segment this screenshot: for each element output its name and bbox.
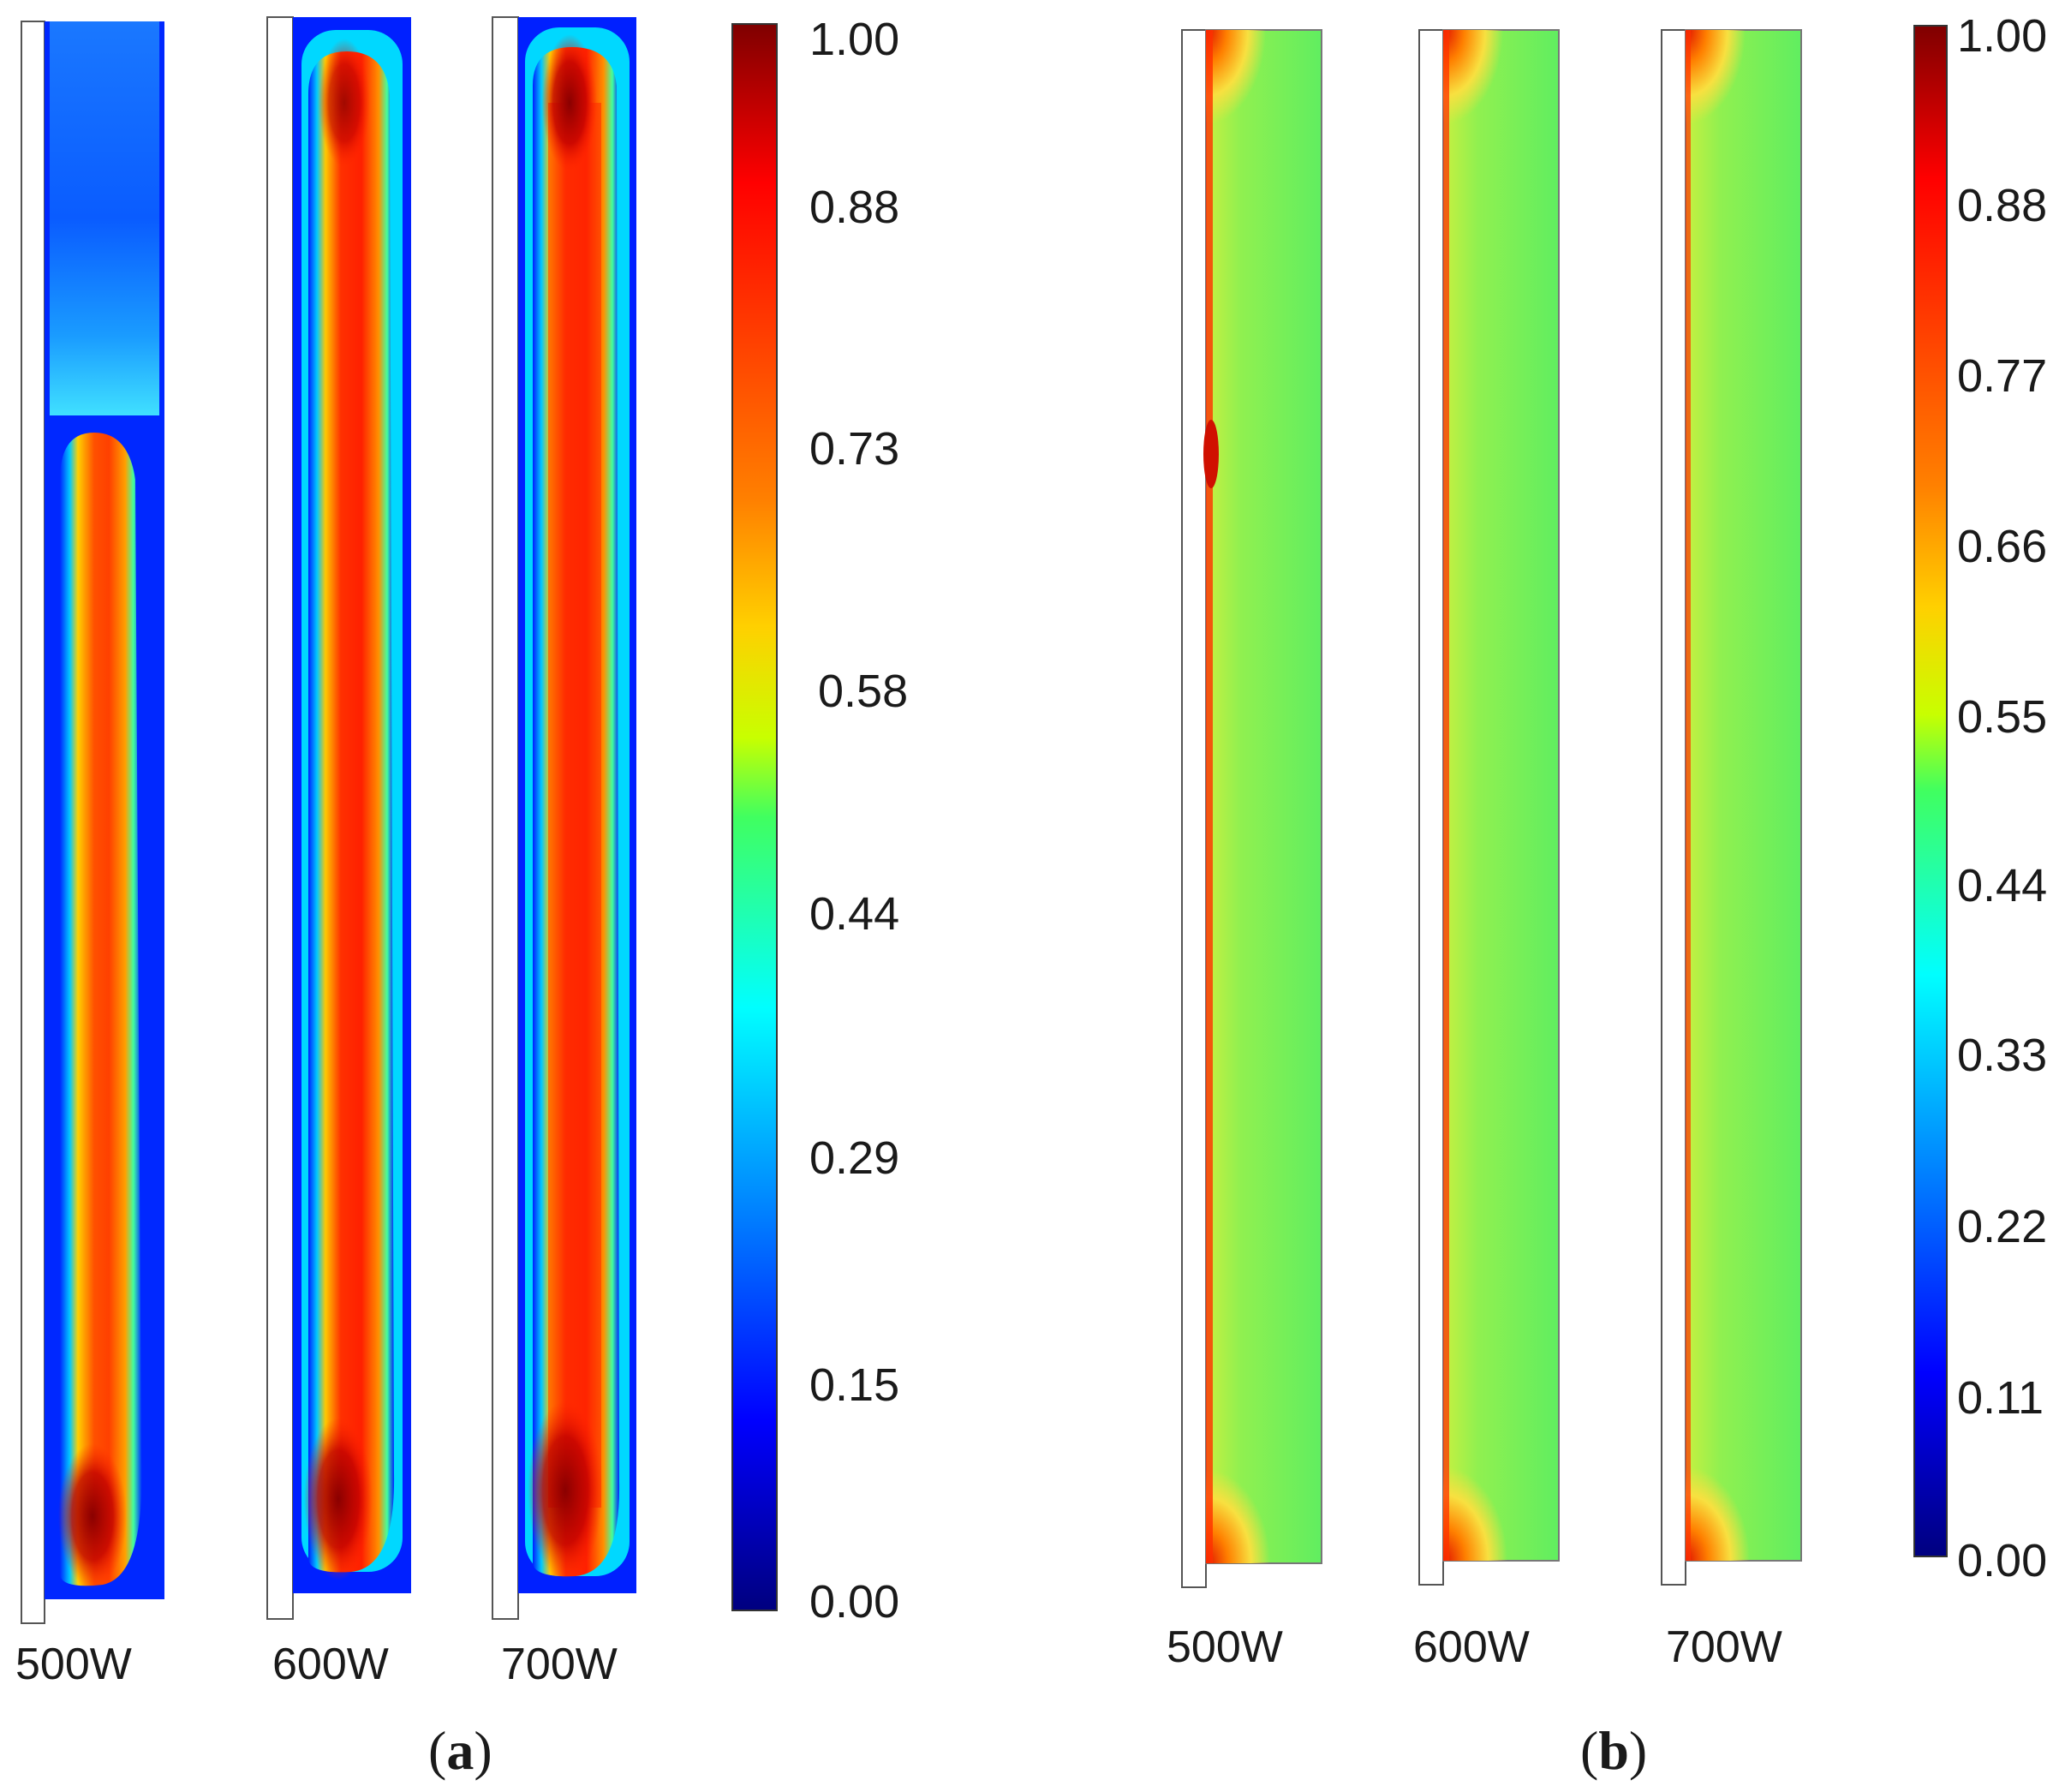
colorbar-tick: 0.33 bbox=[1957, 1030, 2047, 1081]
panel-a-field-600w bbox=[266, 16, 411, 1620]
panel-a-column-label: 500W bbox=[15, 1640, 132, 1689]
colorbar-tick: 0.88 bbox=[1957, 180, 2047, 231]
colorbar-tick: 0.73 bbox=[809, 423, 899, 475]
colorbar-tick: 1.00 bbox=[1957, 10, 2047, 62]
colorbar-tick: 0.66 bbox=[1957, 521, 2047, 572]
colorbar-tick: 0.44 bbox=[809, 888, 899, 940]
heater-wall bbox=[1181, 29, 1207, 1588]
colorbar-tick: 0.11 bbox=[1957, 1372, 2044, 1424]
panel-a-field-500w bbox=[21, 21, 164, 1624]
colorbar-tick: 0.58 bbox=[818, 666, 908, 717]
panel-a-column-label: 600W bbox=[272, 1640, 389, 1689]
colorbar-tick: 0.00 bbox=[809, 1576, 899, 1628]
panel-b: 1.00 0.88 0.77 0.66 0.55 0.44 0.33 0.22 … bbox=[1167, 10, 2047, 1781]
colorbar-tick: 0.00 bbox=[1957, 1535, 2047, 1586]
panel-b-label: (b) bbox=[1580, 1720, 1647, 1781]
panel-b-column-label: 600W bbox=[1413, 1622, 1530, 1672]
panel-a-colorbar: 1.00 0.88 0.73 0.58 0.44 0.29 0.15 0.00 bbox=[731, 14, 908, 1628]
heater-wall bbox=[492, 16, 519, 1620]
panel-b-field-700w bbox=[1661, 29, 1802, 1586]
panel-b-column-label: 500W bbox=[1167, 1622, 1283, 1672]
colorbar-tick: 0.15 bbox=[809, 1359, 899, 1411]
panel-b-field-600w bbox=[1418, 29, 1560, 1586]
colorbar-tick: 0.29 bbox=[809, 1132, 899, 1184]
heater-wall bbox=[1661, 29, 1686, 1586]
colorbar-tick: 1.00 bbox=[809, 14, 899, 65]
panel-a-column-label: 700W bbox=[501, 1640, 618, 1689]
panel-b-colorbar: 1.00 0.88 0.77 0.66 0.55 0.44 0.33 0.22 … bbox=[1913, 10, 2047, 1586]
colorbar-tick: 0.55 bbox=[1957, 691, 2047, 743]
panel-a-label: (a) bbox=[428, 1720, 492, 1781]
colorbar-tick: 0.22 bbox=[1957, 1201, 2047, 1252]
panel-a: 1.00 0.88 0.73 0.58 0.44 0.29 0.15 0.00 … bbox=[15, 14, 908, 1781]
panel-b-field-500w bbox=[1181, 29, 1322, 1588]
panel-b-colorbar-ticks: 1.00 0.88 0.77 0.66 0.55 0.44 0.33 0.22 … bbox=[1957, 10, 2047, 1586]
heater-wall bbox=[266, 16, 294, 1620]
panel-b-column-label: 700W bbox=[1666, 1622, 1782, 1672]
panel-a-field-700w bbox=[492, 16, 636, 1620]
heater-wall bbox=[1418, 29, 1444, 1586]
colorbar-tick: 0.88 bbox=[809, 182, 899, 233]
colorbar-tick: 0.44 bbox=[1957, 860, 2047, 911]
panel-a-colorbar-ticks: 1.00 0.88 0.73 0.58 0.44 0.29 0.15 0.00 bbox=[809, 14, 908, 1628]
heater-wall bbox=[21, 21, 45, 1624]
colorbar-tick: 0.77 bbox=[1957, 350, 2047, 402]
